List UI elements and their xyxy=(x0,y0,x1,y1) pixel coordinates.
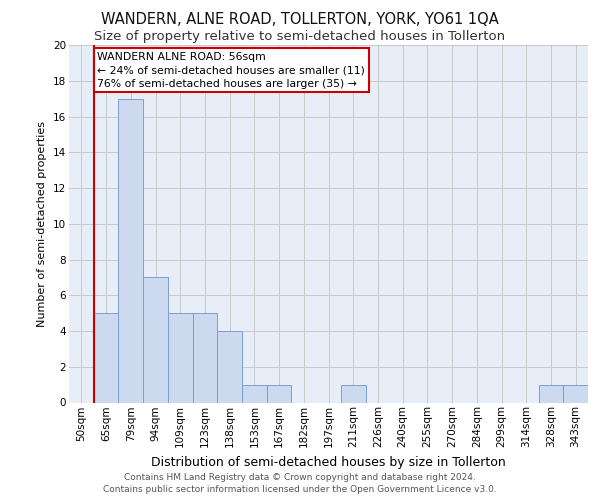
Bar xyxy=(217,331,242,402)
Text: Size of property relative to semi-detached houses in Tollerton: Size of property relative to semi-detach… xyxy=(94,30,506,43)
Text: WANDERN, ALNE ROAD, TOLLERTON, YORK, YO61 1QA: WANDERN, ALNE ROAD, TOLLERTON, YORK, YO6… xyxy=(101,12,499,28)
Bar xyxy=(242,384,267,402)
Bar xyxy=(267,384,292,402)
Bar xyxy=(193,313,217,402)
Bar xyxy=(341,384,365,402)
Bar xyxy=(143,278,168,402)
X-axis label: Distribution of semi-detached houses by size in Tollerton: Distribution of semi-detached houses by … xyxy=(151,456,506,468)
Bar xyxy=(563,384,588,402)
Text: WANDERN ALNE ROAD: 56sqm
← 24% of semi-detached houses are smaller (11)
76% of s: WANDERN ALNE ROAD: 56sqm ← 24% of semi-d… xyxy=(97,52,365,88)
Bar xyxy=(94,313,118,402)
Y-axis label: Number of semi-detached properties: Number of semi-detached properties xyxy=(37,120,47,327)
Text: Contains HM Land Registry data © Crown copyright and database right 2024.
Contai: Contains HM Land Registry data © Crown c… xyxy=(103,472,497,494)
Bar xyxy=(118,98,143,403)
Bar xyxy=(539,384,563,402)
Bar xyxy=(168,313,193,402)
